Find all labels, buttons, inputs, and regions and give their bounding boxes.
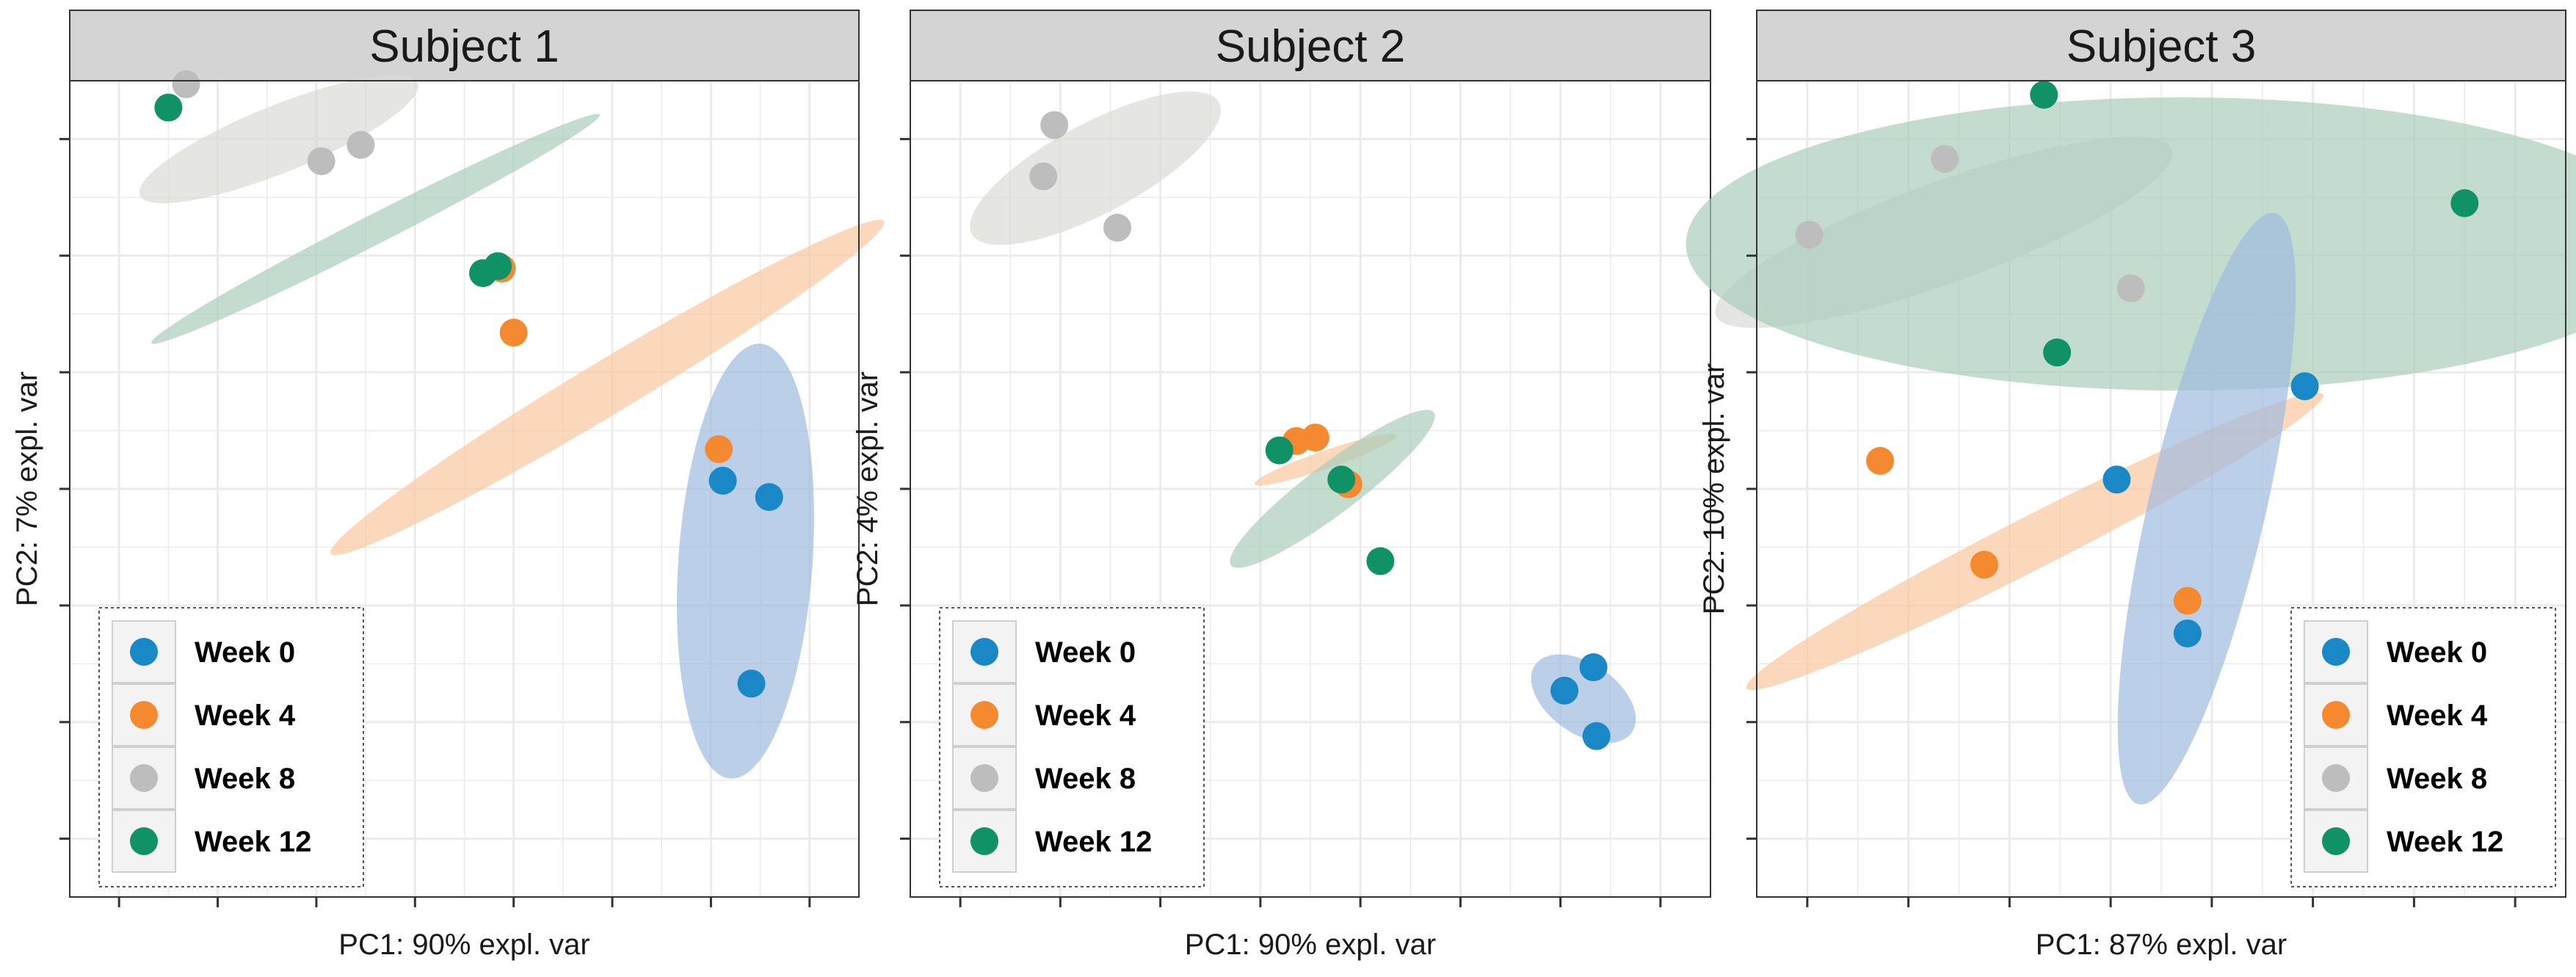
- point-week4: [705, 435, 733, 463]
- ellipse-week0: [1531, 654, 1636, 744]
- ellipse-week8: [970, 91, 1221, 245]
- panel-title: Subject 3: [2067, 21, 2257, 72]
- x-axis-label: PC1: 90% expl. var: [338, 929, 589, 961]
- point-week8: [1040, 111, 1069, 139]
- confidence-ellipses: [1686, 97, 2576, 805]
- ellipse-week4: [330, 219, 885, 556]
- legend-marker-week4: [130, 701, 158, 729]
- y-axis-label: PC2: 10% expl. var: [1698, 363, 1730, 614]
- point-week12: [154, 93, 183, 122]
- point-week8: [307, 147, 335, 175]
- point-week8: [2116, 274, 2145, 302]
- legend-label-week0: Week 0: [2387, 636, 2487, 669]
- legend-marker-week8: [2322, 764, 2350, 792]
- legend-marker-week4: [2322, 701, 2350, 729]
- point-week4: [1970, 551, 1998, 579]
- legend-marker-week12: [2322, 827, 2350, 855]
- point-week8: [1795, 220, 1824, 249]
- point-week12: [1265, 436, 1294, 465]
- point-week4: [1301, 424, 1329, 452]
- legend-label-week0: Week 0: [195, 636, 295, 669]
- ellipse-week12: [1686, 97, 2576, 391]
- strip-header: [910, 10, 1711, 81]
- point-week8: [347, 131, 375, 159]
- legend-label-week12: Week 12: [1035, 826, 1152, 858]
- x-axis-label: PC1: 87% expl. var: [2036, 929, 2287, 961]
- legend: Week 0 Week 4 Week 8 Week 12: [98, 607, 364, 887]
- legend: Week 0 Week 4 Week 8 Week 12: [939, 607, 1205, 887]
- point-week0: [1550, 676, 1579, 705]
- point-week8: [1103, 214, 1132, 242]
- x-axis-label: PC1: 90% expl. var: [1185, 929, 1436, 961]
- y-axis-label: PC2: 7% expl. var: [11, 371, 43, 606]
- strip-header: [69, 10, 860, 81]
- point-week12: [1366, 547, 1395, 575]
- panel-title: Subject 2: [1216, 21, 1406, 72]
- point-week4: [499, 319, 528, 347]
- legend-label-week4: Week 4: [195, 700, 296, 732]
- point-week0: [2173, 619, 2202, 647]
- legend-marker-week12: [130, 827, 158, 855]
- point-week0: [755, 483, 783, 512]
- legend-label-week12: Week 12: [2387, 826, 2503, 858]
- point-week0: [2290, 372, 2319, 401]
- point-week12: [2450, 189, 2479, 217]
- legend-label-week12: Week 12: [195, 826, 311, 858]
- legend-marker-week12: [970, 827, 998, 855]
- data-points: [1029, 111, 1611, 750]
- point-week12: [484, 252, 512, 280]
- legend-marker-week0: [130, 638, 158, 666]
- y-axis-label: PC2: 4% expl. var: [852, 371, 884, 606]
- subject-3-panel: Subject 3 PC1: 87% expl. var PC2: 10% expl…: [1686, 0, 2576, 977]
- point-week12: [1327, 465, 1356, 494]
- legend-marker-week8: [130, 764, 158, 792]
- legend-label-week8: Week 8: [1035, 763, 1136, 795]
- subject-2-panel: Subject 2 PC1: 90% expl. var PC2: 4% expl.…: [852, 0, 1718, 977]
- data-points: [154, 70, 783, 698]
- legend-marker-week0: [2322, 638, 2350, 666]
- ellipse-week8: [139, 74, 419, 203]
- point-week0: [1582, 722, 1611, 750]
- point-week12: [2043, 338, 2072, 367]
- point-week0: [2102, 465, 2131, 494]
- point-week8: [1931, 145, 1959, 173]
- legend-label-week4: Week 4: [1035, 700, 1136, 732]
- point-week12: [2030, 81, 2058, 109]
- point-week4: [2173, 586, 2202, 615]
- legend-label-week8: Week 8: [2387, 763, 2487, 795]
- legend-key: [2304, 810, 2368, 873]
- point-week0: [737, 669, 766, 698]
- legend-label-week8: Week 8: [195, 763, 295, 795]
- ellipse-week0: [2117, 212, 2296, 805]
- panel-title: Subject 1: [369, 21, 559, 72]
- point-week8: [1029, 162, 1058, 191]
- legend-marker-week4: [970, 701, 998, 729]
- data-points: [1795, 81, 2479, 647]
- strip-header: [1756, 10, 2566, 81]
- ellipse-week12: [151, 114, 601, 344]
- legend-label-week0: Week 0: [1035, 636, 1136, 669]
- legend-marker-week0: [970, 638, 998, 666]
- legend: Week 0 Week 4 Week 8 Week 12: [2290, 607, 2556, 887]
- subject-1-panel: Subject 1 PC1: 90% expl. var PC2: 7% expl.…: [0, 0, 885, 977]
- legend-marker-week8: [970, 764, 998, 792]
- point-week0: [1579, 653, 1608, 682]
- legend-label-week4: Week 4: [2387, 700, 2488, 732]
- point-week8: [172, 70, 200, 98]
- point-week0: [708, 466, 737, 495]
- point-week4: [1866, 446, 1895, 475]
